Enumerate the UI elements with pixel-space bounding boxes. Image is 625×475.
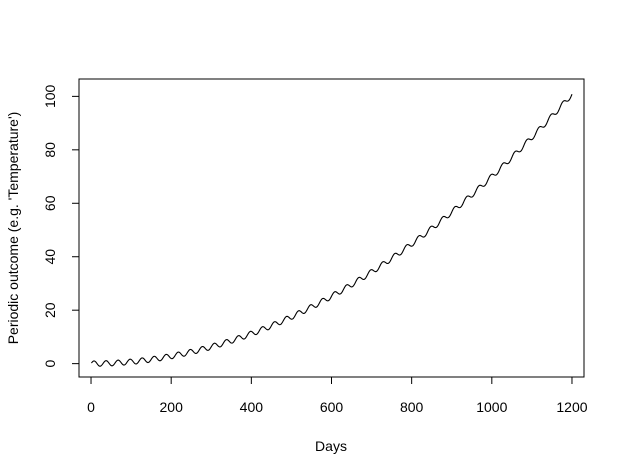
x-tick-label: 400 [240,399,264,415]
x-tick-label: 600 [320,399,344,415]
x-tick-label: 1000 [476,399,507,415]
x-tick-label: 1200 [556,399,587,415]
y-axis-label: Periodic outcome (e.g. 'Temperature') [5,112,21,345]
y-tick-label: 60 [42,195,58,211]
series-line [90,94,573,367]
x-tick-label: 0 [87,399,95,415]
x-tick-label: 200 [160,399,184,415]
y-axis: 0 20 40 60 80 100 [42,84,80,368]
y-tick-label: 0 [42,360,58,368]
y-tick-label: 20 [42,302,58,318]
plot-frame [78,78,585,378]
x-tick-label: 800 [400,399,424,415]
y-tick-label: 40 [42,249,58,265]
x-axis-label: Days [315,438,347,454]
y-tick-label: 100 [42,84,58,108]
y-tick-label: 80 [42,142,58,158]
x-axis: 0 200 400 600 800 1000 1200 [87,376,588,415]
